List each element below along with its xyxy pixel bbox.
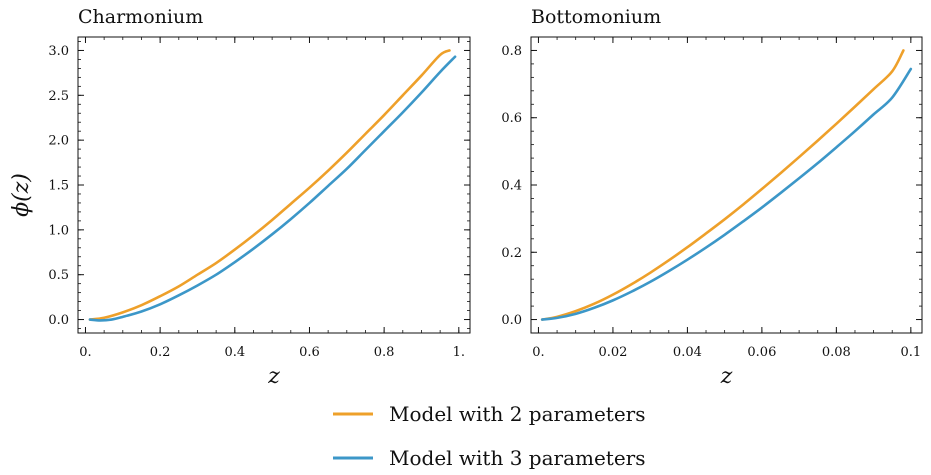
- bottomonium-title: Bottomonium: [531, 6, 661, 28]
- bottomonium-y-tick-label: 0.2: [501, 246, 522, 261]
- charmonium-series-2-params-line: [88, 49, 451, 321]
- charmonium-y-tick-label: 3.0: [48, 44, 69, 59]
- charmonium-x-tick-label: 0.4: [224, 345, 245, 360]
- bottomonium-x-axis-label: z: [720, 364, 733, 389]
- bottomonium-y-tick-label: 0.8: [501, 44, 522, 59]
- charmonium-y-tick-label: 0.5: [48, 268, 69, 283]
- charmonium-x-axis-label: z: [267, 364, 280, 389]
- legend: Model with 2 parameters Model with 3 par…: [333, 402, 646, 470]
- charmonium-y-tick-label: 2.0: [48, 134, 69, 149]
- bottomonium-x-tick-label: 0.06: [747, 345, 776, 360]
- charmonium-title: Charmonium: [78, 6, 203, 28]
- bottomonium-x-tick-label: 0.04: [673, 345, 702, 360]
- charmonium-x-tick-label: 0.: [79, 345, 91, 360]
- bottomonium-plot-frame: [530, 36, 923, 334]
- bottomonium-series-3-params-line: [540, 67, 913, 321]
- charmonium-y-tick-label: 1.5: [48, 179, 69, 194]
- bottomonium-x-tick-label: 0.08: [822, 345, 851, 360]
- bottomonium-y-tick-label: 0.0: [501, 313, 522, 328]
- legend-label-3-params: Model with 3 parameters: [389, 446, 646, 470]
- bottomonium-x-tick-label: 0.02: [598, 345, 627, 360]
- bottomonium-y-tick-label: 0.4: [501, 179, 522, 194]
- charmonium-y-tick-label: 1.0: [48, 223, 69, 238]
- bottomonium-panel: Bottomonium z 0. 0.02 0.04 0.06 0.08 0.1 0.0 0.2 0…: [501, 6, 923, 389]
- charmonium-x-tick-label: 1.: [453, 345, 465, 360]
- bottomonium-series-2-params-line: [540, 49, 905, 321]
- bottomonium-y-tick-label: 0.6: [501, 111, 522, 126]
- charmonium-x-tick-label: 0.8: [374, 345, 395, 360]
- charmonium-x-tick-label: 0.2: [150, 345, 171, 360]
- charmonium-x-tick-label: 0.6: [299, 345, 320, 360]
- bottomonium-x-tick-label: 0.: [532, 345, 544, 360]
- bottomonium-x-tick-label: 0.1: [900, 345, 921, 360]
- charmonium-y-tick-label: 2.5: [48, 89, 69, 104]
- legend-label-2-params: Model with 2 parameters: [389, 402, 646, 426]
- y-axis-label: ϕ(z): [9, 173, 34, 217]
- charmonium-plot-frame: [77, 36, 471, 334]
- charmonium-y-tick-label: 0.0: [48, 313, 69, 328]
- charmonium-panel: Charmonium z 0. 0.2 0.4 0.6 0.8 1. 0.0 0.5 1.0 1.5 2…: [48, 6, 471, 389]
- charmonium-series-3-params-line: [88, 55, 457, 322]
